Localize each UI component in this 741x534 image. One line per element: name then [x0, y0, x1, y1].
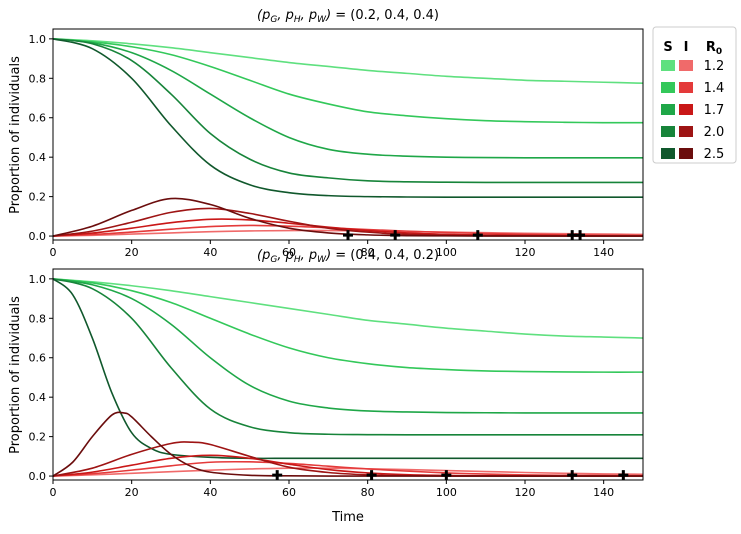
bottom-panel-x-ticks: 0 20 40 60 80 100 120 140	[50, 480, 614, 499]
bottom-y-tick-label: 0.2	[29, 431, 47, 444]
top-series-s-r0-1-2	[52, 38, 644, 85]
top-x-tick-label: 60	[282, 246, 296, 259]
bottom-x-tick-label: 0	[50, 486, 57, 499]
bottom-series-s-r0-1-7	[52, 278, 643, 414]
legend-r0-value: 1.7	[704, 103, 725, 118]
bottom-series-i-r0-1-4	[52, 460, 644, 477]
bottom-x-tick-label: 100	[436, 486, 457, 499]
legend-swatch-s	[661, 126, 675, 137]
top-x-tick-label: 120	[515, 246, 536, 259]
top-panel: (pG, pH, pW) = (0.2, 0.4, 0.4) Proportio…	[8, 8, 644, 259]
bottom-series-s-r0-1-2	[52, 278, 644, 339]
top-panel-markers	[343, 230, 586, 241]
bottom-x-tick-label: 120	[515, 486, 536, 499]
bottom-series-s-r0-2-0	[52, 278, 643, 436]
top-marker-plus	[575, 230, 586, 241]
bottom-x-tick-label: 40	[203, 486, 217, 499]
bottom-y-tick-label: 0.6	[29, 352, 47, 365]
top-y-tick-label: 1.0	[29, 33, 47, 46]
bottom-marker-plus	[366, 470, 377, 481]
legend-swatch-s	[661, 82, 675, 93]
legend-swatch-i	[679, 82, 693, 93]
legend-header-r0: R0	[706, 40, 722, 57]
bottom-y-tick-label: 0.0	[29, 470, 47, 483]
top-series-s-r0-1-7	[52, 38, 643, 159]
top-y-tick-label: 0.8	[29, 72, 47, 85]
top-marker-plus	[390, 230, 401, 241]
bottom-panel: (pG, pH, pW) = (0.4, 0.4, 0.2) Proportio…	[8, 248, 644, 525]
bottom-panel-markers	[272, 470, 629, 481]
bottom-series-i-r0-2-5	[52, 411, 643, 477]
top-y-tick-label: 0.0	[29, 230, 47, 243]
top-y-tick-label: 0.2	[29, 191, 47, 204]
top-series-s-r0-2-0	[52, 38, 643, 184]
legend-swatch-i	[679, 104, 693, 115]
bottom-panel-frame	[52, 268, 644, 481]
bottom-marker-plus	[441, 470, 452, 481]
legend-r0-value: 2.0	[704, 125, 725, 140]
top-x-tick-label: 20	[125, 246, 139, 259]
top-x-tick-label: 80	[361, 246, 375, 259]
bottom-series-s-r0-2-5	[52, 278, 643, 460]
top-marker-plus	[472, 230, 483, 241]
top-panel-curves	[52, 38, 644, 237]
bottom-panel-curves	[52, 278, 644, 477]
legend-r0-value: 2.5	[704, 147, 725, 162]
legend-r0-value: 1.2	[704, 59, 725, 74]
legend-header-i: I	[684, 40, 689, 55]
top-panel-frame	[52, 28, 644, 241]
top-y-tick-label: 0.4	[29, 151, 47, 164]
bottom-series-i-r0-1-2	[52, 467, 644, 477]
legend-swatch-s	[661, 60, 675, 71]
bottom-series-s-r0-1-4	[52, 278, 644, 373]
bottom-panel-ylabel: Proportion of individuals	[8, 296, 23, 454]
bottom-x-tick-label: 20	[125, 486, 139, 499]
bottom-y-tick-label: 0.4	[29, 391, 47, 404]
legend-swatch-i	[679, 60, 693, 71]
top-panel-y-ticks: 0.0 0.2 0.4 0.6 0.8 1.0	[29, 33, 53, 243]
bottom-marker-plus	[618, 470, 629, 481]
top-marker-plus	[343, 230, 353, 241]
bottom-panel-y-ticks: 0.0 0.2 0.4 0.6 0.8 1.0	[29, 273, 53, 483]
top-series-s-r0-2-5	[52, 38, 643, 199]
top-panel-x-ticks: 0 20 40 60 80 100 120 140	[50, 240, 614, 259]
legend-swatch-i	[679, 148, 693, 159]
bottom-y-tick-label: 1.0	[29, 273, 47, 286]
bottom-panel-xlabel: Time	[331, 510, 364, 525]
top-x-tick-label: 0	[50, 246, 57, 259]
bottom-x-tick-label: 140	[593, 486, 614, 499]
legend-swatch-s	[661, 104, 675, 115]
bottom-y-tick-label: 0.8	[29, 312, 47, 325]
bottom-x-tick-label: 60	[282, 486, 296, 499]
legend-r0-value: 1.4	[704, 81, 725, 96]
bottom-panel-title: (pG, pH, pW) = (0.4, 0.4, 0.2)	[257, 248, 439, 265]
bottom-marker-plus	[567, 470, 578, 481]
bottom-marker-plus	[272, 470, 283, 481]
top-x-tick-label: 140	[593, 246, 614, 259]
legend-swatch-s	[661, 148, 675, 159]
top-y-tick-label: 0.6	[29, 112, 47, 125]
top-panel-title: (pG, pH, pW) = (0.2, 0.4, 0.4)	[257, 8, 439, 25]
top-panel-ylabel: Proportion of individuals	[8, 56, 23, 214]
top-x-tick-label: 40	[203, 246, 217, 259]
top-x-tick-label: 100	[436, 246, 457, 259]
legend: S I R0 1.2 1.4 1.7 2.0 2.5	[652, 26, 737, 164]
legend-header-s: S	[663, 40, 672, 55]
legend-rows: 1.2 1.4 1.7 2.0 2.5	[661, 59, 724, 162]
legend-swatch-i	[679, 126, 693, 137]
bottom-x-tick-label: 80	[361, 486, 375, 499]
top-series-s-r0-1-4	[52, 38, 644, 124]
